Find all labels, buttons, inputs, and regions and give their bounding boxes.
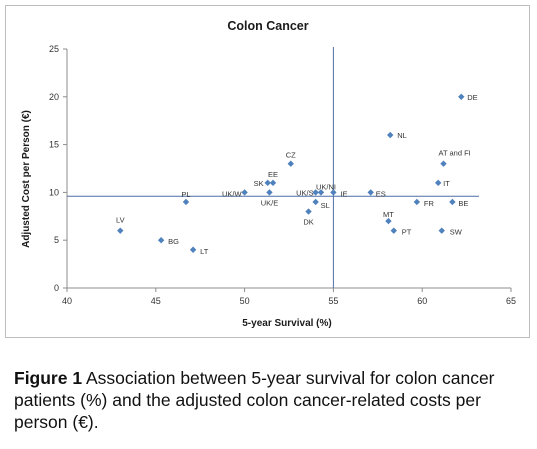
chart-frame: Colon Cancer 5-year Survival (%) Adjuste… bbox=[5, 5, 530, 338]
data-point-marker bbox=[458, 93, 465, 100]
data-point-label: SW bbox=[450, 228, 463, 237]
data-point-marker bbox=[189, 246, 197, 253]
data-point-label: UK/S bbox=[296, 188, 314, 197]
data-point-marker bbox=[367, 189, 374, 196]
data-point-label: AT and FI bbox=[439, 149, 471, 158]
data-point-marker bbox=[266, 189, 273, 196]
y-tick-label: 20 bbox=[49, 92, 59, 102]
data-point-label: DK bbox=[303, 218, 313, 227]
data-point-label: LT bbox=[200, 247, 209, 256]
data-point-marker bbox=[317, 189, 325, 196]
y-tick-label: 15 bbox=[49, 140, 59, 150]
data-point-marker bbox=[312, 189, 319, 196]
data-point-label: ES bbox=[376, 189, 386, 198]
plot-area: 40 45 50 55 60 65 0 5 10 15 20 25 LV BG LT PL UK/W SK EE UK… bbox=[49, 44, 516, 306]
data-point-label: NL bbox=[397, 131, 407, 140]
scatter-chart: Colon Cancer 5-year Survival (%) Adjuste… bbox=[21, 19, 516, 329]
data-point-marker bbox=[330, 189, 337, 196]
data-point-marker bbox=[182, 198, 190, 206]
data-point-marker bbox=[390, 227, 397, 234]
x-tick-label: 40 bbox=[62, 296, 72, 306]
data-point-label: UK/NI bbox=[316, 182, 336, 191]
data-point-marker bbox=[312, 198, 319, 206]
data-point-marker bbox=[269, 179, 277, 187]
figure-caption-text: Association between 5-year survival for … bbox=[14, 368, 495, 432]
data-point-marker bbox=[117, 227, 124, 234]
y-tick-label: 10 bbox=[49, 187, 59, 197]
data-point-label: SL bbox=[321, 201, 330, 210]
y-tick-label: 25 bbox=[49, 44, 59, 54]
data-point-label: SK bbox=[254, 179, 264, 188]
data-point-label: MT bbox=[383, 210, 394, 219]
figure-label: Figure 1 bbox=[14, 368, 83, 388]
data-point-label: BG bbox=[168, 237, 179, 246]
chart-title: Colon Cancer bbox=[227, 19, 308, 33]
data-point-marker bbox=[413, 198, 421, 206]
data-point-label: BE bbox=[458, 199, 468, 208]
y-tick-label: 0 bbox=[54, 283, 59, 293]
data-point-label: EE bbox=[268, 170, 278, 179]
figure-caption: Figure 1 Association between 5-year surv… bbox=[14, 367, 529, 433]
x-tick-label: 65 bbox=[506, 296, 516, 306]
data-point-label: CZ bbox=[286, 151, 296, 160]
y-tick-label: 5 bbox=[54, 235, 59, 245]
x-tick-label: 55 bbox=[328, 296, 338, 306]
data-point-label: PT bbox=[402, 228, 412, 237]
data-point-marker bbox=[387, 131, 394, 139]
data-point-label: LV bbox=[116, 216, 125, 225]
x-axis-label: 5-year Survival (%) bbox=[242, 318, 332, 329]
data-point-marker bbox=[287, 160, 294, 167]
data-point-label: PL bbox=[181, 190, 190, 199]
data-point-marker bbox=[440, 160, 447, 167]
data-point-marker bbox=[305, 208, 312, 215]
data-point-marker bbox=[385, 217, 392, 225]
data-point-label: IE bbox=[340, 189, 347, 198]
x-tick-label: 45 bbox=[151, 296, 161, 306]
data-point-marker bbox=[434, 179, 442, 187]
data-point-marker bbox=[438, 227, 445, 234]
data-point-label: FR bbox=[424, 199, 435, 208]
x-tick-label: 60 bbox=[417, 296, 427, 306]
data-point-marker bbox=[449, 198, 456, 206]
data-point-label: UK/W bbox=[222, 189, 243, 198]
data-point-label: IT bbox=[443, 179, 450, 188]
data-point-marker bbox=[157, 237, 165, 244]
data-point-marker bbox=[241, 189, 248, 196]
data-point-label: UK/E bbox=[261, 198, 279, 207]
y-axis-label: Adjusted Cost per Person (€) bbox=[21, 110, 32, 248]
data-point-label: DE bbox=[467, 93, 477, 102]
data-point-marker bbox=[264, 179, 271, 187]
x-tick-label: 50 bbox=[240, 296, 250, 306]
